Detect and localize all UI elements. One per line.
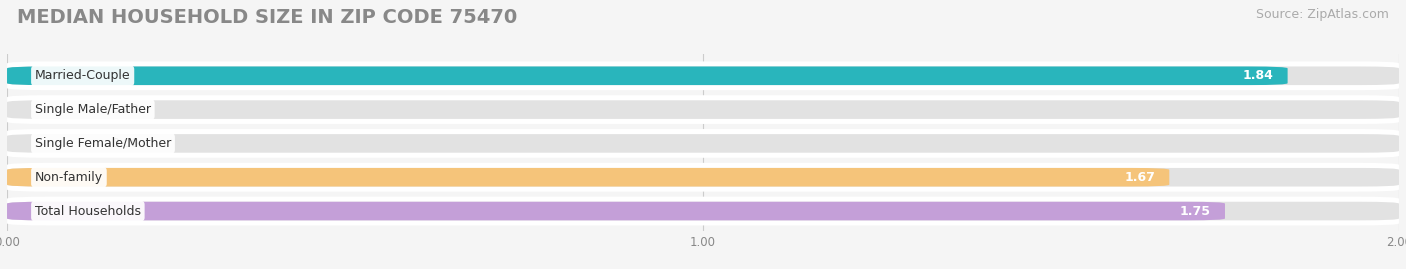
Text: Single Male/Father: Single Male/Father: [35, 103, 150, 116]
FancyBboxPatch shape: [7, 168, 1170, 186]
FancyBboxPatch shape: [7, 66, 1288, 85]
FancyBboxPatch shape: [7, 66, 1399, 85]
FancyBboxPatch shape: [7, 134, 1399, 153]
FancyBboxPatch shape: [7, 202, 1399, 220]
FancyBboxPatch shape: [7, 197, 1399, 225]
FancyBboxPatch shape: [7, 163, 1399, 192]
Text: MEDIAN HOUSEHOLD SIZE IN ZIP CODE 75470: MEDIAN HOUSEHOLD SIZE IN ZIP CODE 75470: [17, 8, 517, 27]
Text: 1.84: 1.84: [1243, 69, 1274, 82]
FancyBboxPatch shape: [7, 129, 1399, 158]
FancyBboxPatch shape: [7, 61, 1399, 90]
Text: Married-Couple: Married-Couple: [35, 69, 131, 82]
FancyBboxPatch shape: [7, 202, 1225, 220]
FancyBboxPatch shape: [7, 100, 1399, 119]
Text: 1.67: 1.67: [1125, 171, 1156, 184]
Text: Total Households: Total Households: [35, 204, 141, 218]
FancyBboxPatch shape: [7, 168, 1399, 186]
Text: 1.75: 1.75: [1180, 204, 1211, 218]
Text: 0.00: 0.00: [111, 103, 139, 116]
Text: Non-family: Non-family: [35, 171, 103, 184]
Text: Source: ZipAtlas.com: Source: ZipAtlas.com: [1256, 8, 1389, 21]
Text: Single Female/Mother: Single Female/Mother: [35, 137, 172, 150]
Text: 0.00: 0.00: [111, 137, 139, 150]
FancyBboxPatch shape: [7, 95, 1399, 124]
